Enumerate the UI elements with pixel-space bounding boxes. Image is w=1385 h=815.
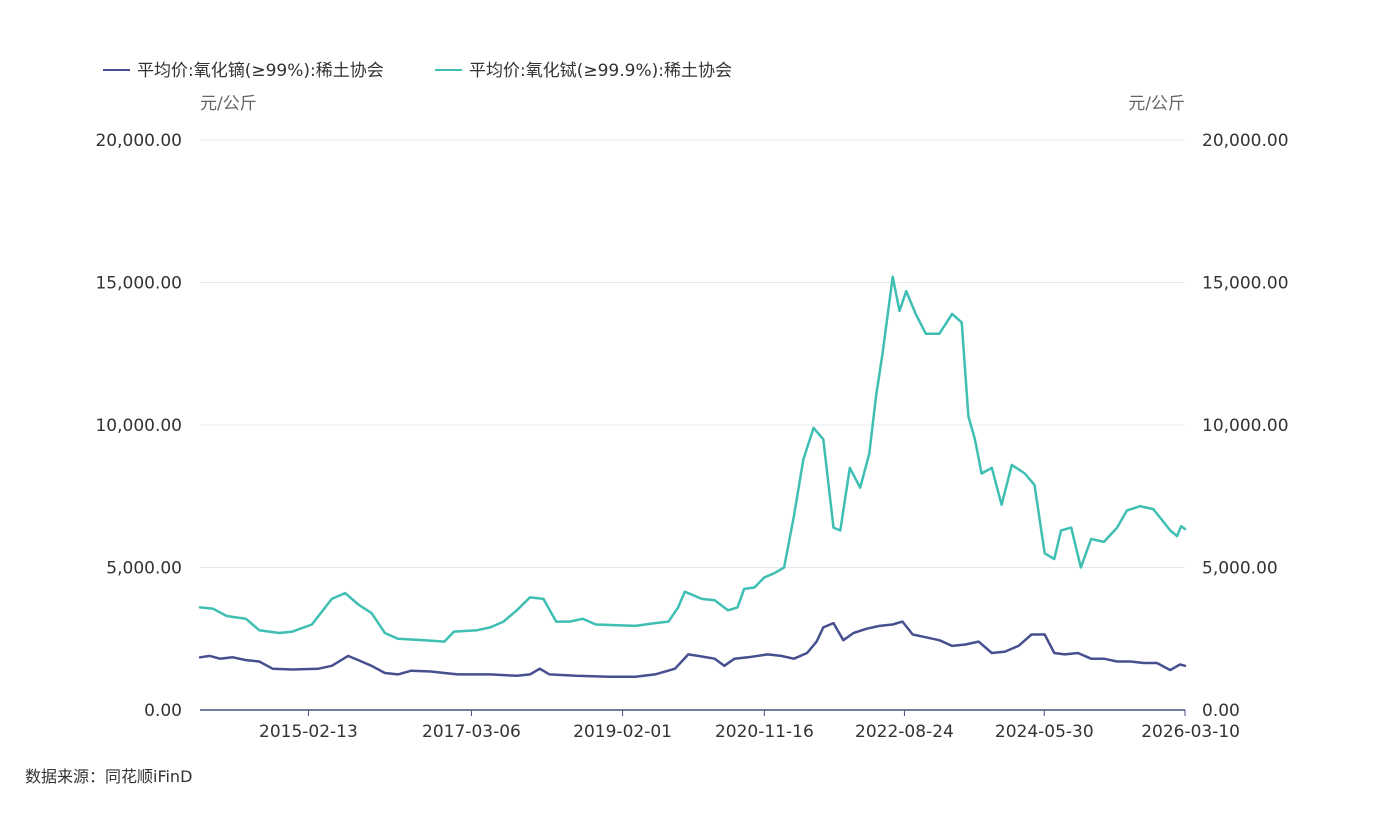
y-right-tick-label: 10,000.00: [1202, 416, 1289, 436]
x-axis: 2015-02-13 2017-03-06 2019-02-01 2020-11-16…: [200, 709, 1240, 742]
y-left-axis: 0.00 5,000.00 10,000.00 15,000.00 20,000.00: [95, 131, 182, 721]
x-tick-label: 2024-05-30: [995, 722, 1094, 742]
y-left-tick-label: 15,000.00: [95, 274, 182, 294]
series-line-terbium: [198, 275, 1187, 643]
y-right-tick-label: 5,000.00: [1202, 559, 1278, 579]
y-right-tick-label: 0.00: [1202, 701, 1240, 721]
y-right-axis: 0.00 5,000.00 10,000.00 15,000.00 20,000.00: [1202, 131, 1289, 721]
x-tick-label: 2022-08-24: [855, 722, 954, 742]
series-lines: [198, 275, 1187, 678]
y-right-tick-label: 20,000.00: [1202, 131, 1289, 151]
legend-label-terbium: 平均价:氧化铽(≥99.9%):稀土协会: [469, 61, 732, 81]
y-left-tick-label: 10,000.00: [95, 416, 182, 436]
y-right-unit: 元/公斤: [1128, 94, 1185, 114]
y-right-tick-label: 15,000.00: [1202, 274, 1289, 294]
legend: 平均价:氧化镝(≥99%):稀土协会 平均价:氧化铽(≥99.9%):稀土协会: [103, 61, 732, 81]
y-left-unit: 元/公斤: [200, 94, 257, 114]
y-left-tick-label: 5,000.00: [106, 559, 182, 579]
x-tick-label: 2017-03-06: [422, 722, 521, 742]
x-tick-label: 2026-03-10: [1141, 722, 1240, 742]
y-left-tick-label: 0.00: [144, 701, 182, 721]
data-source: 数据来源：同花顺iFinD: [25, 767, 192, 786]
legend-label-dysprosium: 平均价:氧化镝(≥99%):稀土协会: [137, 61, 384, 81]
x-tick-label: 2019-02-01: [573, 722, 672, 742]
series-line-dysprosium: [198, 620, 1187, 678]
x-tick-label: 2015-02-13: [259, 722, 358, 742]
y-left-tick-label: 20,000.00: [95, 131, 182, 151]
x-tick-label: 2020-11-16: [715, 722, 814, 742]
grid: [200, 139, 1185, 568]
